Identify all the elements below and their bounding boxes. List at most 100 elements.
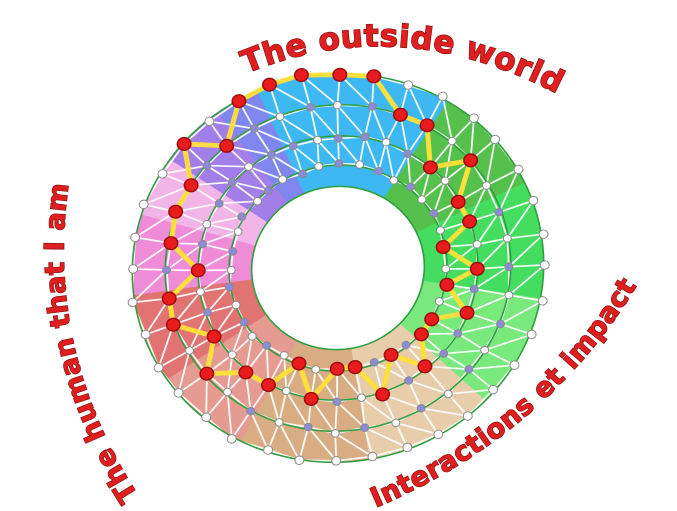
score-node[interactable]	[462, 214, 478, 229]
score-node[interactable]	[303, 391, 319, 407]
grid-node[interactable]	[244, 162, 254, 171]
grid-node[interactable]	[314, 162, 324, 171]
grid-node[interactable]	[247, 332, 257, 341]
grid-node[interactable]	[223, 387, 233, 397]
grid-node[interactable]	[440, 176, 450, 185]
grid-node[interactable]	[389, 176, 399, 185]
grid-node[interactable]	[435, 226, 445, 235]
score-node[interactable]	[347, 360, 363, 375]
grid-node[interactable]	[464, 365, 474, 374]
score-node[interactable]	[260, 377, 276, 393]
grid-node[interactable]	[201, 412, 212, 422]
grid-node[interactable]	[239, 317, 249, 327]
grid-node[interactable]	[374, 166, 384, 176]
grid-node[interactable]	[249, 124, 259, 133]
grid-node[interactable]	[405, 182, 415, 192]
score-node[interactable]	[293, 68, 309, 83]
score-node[interactable]	[366, 69, 382, 84]
score-node[interactable]	[417, 359, 433, 374]
grid-node[interactable]	[198, 239, 208, 249]
grid-node[interactable]	[288, 141, 298, 151]
grid-node[interactable]	[303, 422, 313, 432]
score-node[interactable]	[459, 305, 475, 320]
grid-node[interactable]	[369, 358, 379, 367]
grid-node[interactable]	[227, 177, 237, 187]
score-node[interactable]	[383, 347, 399, 363]
grid-node[interactable]	[403, 80, 414, 90]
grid-node[interactable]	[437, 91, 448, 102]
score-node[interactable]	[163, 236, 179, 251]
grid-node[interactable]	[462, 411, 473, 421]
score-node[interactable]	[199, 366, 215, 381]
grid-node[interactable]	[226, 265, 236, 275]
grid-node[interactable]	[127, 297, 138, 308]
grid-node[interactable]	[130, 232, 141, 243]
grid-node[interactable]	[504, 290, 514, 300]
grid-node[interactable]	[360, 423, 370, 432]
grid-node[interactable]	[195, 287, 205, 296]
grid-node[interactable]	[138, 199, 149, 210]
grid-node[interactable]	[472, 240, 482, 249]
score-node[interactable]	[439, 277, 455, 292]
grid-node[interactable]	[443, 389, 453, 399]
grid-node[interactable]	[495, 319, 505, 329]
grid-node[interactable]	[469, 284, 479, 294]
grid-node[interactable]	[202, 161, 212, 170]
grid-node[interactable]	[312, 135, 322, 145]
score-node[interactable]	[206, 329, 222, 344]
score-node[interactable]	[291, 356, 307, 371]
grid-node[interactable]	[433, 429, 444, 440]
score-node[interactable]	[392, 107, 408, 122]
grid-node[interactable]	[334, 159, 344, 168]
grid-node[interactable]	[468, 113, 479, 123]
score-node[interactable]	[176, 136, 192, 152]
grid-node[interactable]	[509, 360, 520, 370]
grid-node[interactable]	[429, 209, 439, 218]
grid-node[interactable]	[441, 264, 451, 274]
score-node[interactable]	[463, 153, 479, 168]
grid-node[interactable]	[332, 100, 342, 110]
grid-node[interactable]	[502, 234, 512, 243]
grid-node[interactable]	[488, 384, 499, 395]
grid-node[interactable]	[281, 386, 291, 396]
grid-node[interactable]	[128, 264, 139, 274]
grid-node[interactable]	[162, 265, 172, 275]
grid-node[interactable]	[357, 393, 366, 402]
grid-node[interactable]	[263, 445, 274, 455]
score-node[interactable]	[435, 239, 451, 255]
score-node[interactable]	[469, 261, 485, 276]
grid-node[interactable]	[233, 227, 243, 236]
grid-node[interactable]	[305, 103, 315, 112]
grid-node[interactable]	[482, 181, 492, 190]
score-node[interactable]	[332, 67, 348, 82]
grid-node[interactable]	[332, 397, 342, 406]
grid-node[interactable]	[157, 169, 168, 179]
score-node[interactable]	[231, 94, 247, 109]
grid-node[interactable]	[246, 406, 256, 416]
grid-node[interactable]	[263, 186, 273, 195]
score-node[interactable]	[413, 327, 429, 342]
grid-node[interactable]	[311, 365, 321, 374]
score-node[interactable]	[219, 138, 235, 153]
grid-node[interactable]	[202, 219, 212, 229]
grid-node[interactable]	[153, 362, 164, 373]
grid-node[interactable]	[513, 164, 524, 175]
score-node[interactable]	[419, 118, 435, 133]
grid-node[interactable]	[294, 455, 305, 465]
grid-node[interactable]	[402, 442, 413, 453]
grid-node[interactable]	[333, 134, 343, 143]
grid-node[interactable]	[274, 418, 284, 427]
grid-node[interactable]	[539, 260, 550, 270]
grid-node[interactable]	[266, 150, 276, 160]
grid-node[interactable]	[367, 102, 377, 111]
grid-node[interactable]	[355, 160, 365, 169]
score-node[interactable]	[190, 263, 206, 278]
grid-node[interactable]	[391, 418, 401, 428]
grid-node[interactable]	[439, 349, 449, 358]
grid-node[interactable]	[528, 195, 539, 206]
grid-node[interactable]	[537, 296, 548, 306]
score-node[interactable]	[262, 77, 277, 92]
grid-node[interactable]	[253, 196, 263, 206]
grid-node[interactable]	[416, 404, 426, 413]
grid-node[interactable]	[275, 112, 285, 121]
